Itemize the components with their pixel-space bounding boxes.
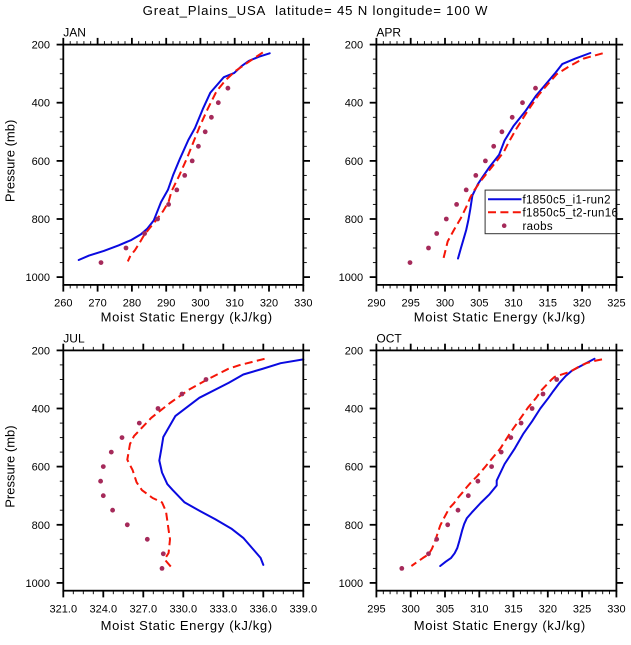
svg-text:300: 300 bbox=[402, 604, 420, 616]
svg-text:600: 600 bbox=[32, 156, 50, 168]
svg-text:Moist Static Energy (kJ/kg): Moist Static Energy (kJ/kg) bbox=[101, 309, 273, 324]
svg-text:1000: 1000 bbox=[26, 272, 50, 284]
svg-text:295: 295 bbox=[402, 298, 420, 310]
svg-text:315: 315 bbox=[539, 298, 557, 310]
svg-text:200: 200 bbox=[345, 345, 363, 357]
svg-text:400: 400 bbox=[32, 98, 50, 110]
svg-text:Moist Static Energy (kJ/kg): Moist Static Energy (kJ/kg) bbox=[101, 618, 273, 633]
svg-text:OCT: OCT bbox=[376, 332, 402, 346]
svg-text:JUL: JUL bbox=[63, 332, 85, 346]
svg-text:333.0: 333.0 bbox=[210, 604, 238, 616]
svg-text:339.0: 339.0 bbox=[290, 604, 318, 616]
svg-text:325: 325 bbox=[573, 604, 591, 616]
svg-text:800: 800 bbox=[32, 214, 50, 226]
svg-text:600: 600 bbox=[32, 462, 50, 474]
svg-text:600: 600 bbox=[345, 156, 363, 168]
svg-text:400: 400 bbox=[32, 404, 50, 416]
svg-text:800: 800 bbox=[32, 520, 50, 532]
svg-text:305: 305 bbox=[470, 298, 488, 310]
svg-text:1000: 1000 bbox=[339, 578, 363, 590]
svg-text:600: 600 bbox=[345, 462, 363, 474]
svg-text:330: 330 bbox=[294, 298, 312, 310]
svg-text:295: 295 bbox=[367, 604, 385, 616]
svg-text:310: 310 bbox=[470, 604, 488, 616]
svg-text:321.0: 321.0 bbox=[50, 604, 78, 616]
svg-text:305: 305 bbox=[436, 604, 454, 616]
svg-text:325: 325 bbox=[607, 298, 625, 310]
svg-text:Pressure (mb): Pressure (mb) bbox=[2, 425, 17, 507]
svg-text:f1850c5_i1-run2: f1850c5_i1-run2 bbox=[523, 195, 611, 207]
svg-text:400: 400 bbox=[345, 98, 363, 110]
svg-text:f1850c5_t2-run16: f1850c5_t2-run16 bbox=[523, 208, 619, 220]
svg-text:1000: 1000 bbox=[339, 272, 363, 284]
svg-text:315: 315 bbox=[504, 604, 522, 616]
svg-text:200: 200 bbox=[345, 40, 363, 52]
svg-text:336.0: 336.0 bbox=[250, 604, 278, 616]
svg-text:290: 290 bbox=[157, 298, 175, 310]
svg-text:raobs: raobs bbox=[523, 221, 554, 233]
svg-text:324.0: 324.0 bbox=[90, 604, 118, 616]
svg-text:Moist Static Energy (kJ/kg): Moist Static Energy (kJ/kg) bbox=[414, 618, 586, 633]
svg-text:300: 300 bbox=[191, 298, 209, 310]
svg-text:320: 320 bbox=[573, 298, 591, 310]
svg-text:320: 320 bbox=[539, 604, 557, 616]
svg-text:200: 200 bbox=[32, 345, 50, 357]
svg-text:1000: 1000 bbox=[26, 578, 50, 590]
svg-text:270: 270 bbox=[88, 298, 106, 310]
svg-text:310: 310 bbox=[226, 298, 244, 310]
svg-text:800: 800 bbox=[345, 520, 363, 532]
svg-text:800: 800 bbox=[345, 214, 363, 226]
svg-text:280: 280 bbox=[123, 298, 141, 310]
svg-text:Moist Static Energy (kJ/kg): Moist Static Energy (kJ/kg) bbox=[414, 309, 586, 324]
svg-text:330: 330 bbox=[607, 604, 625, 616]
svg-text:327.0: 327.0 bbox=[130, 604, 158, 616]
svg-text:400: 400 bbox=[345, 404, 363, 416]
svg-text:200: 200 bbox=[32, 40, 50, 52]
svg-text:Great_Plains_USA latitude= 45: Great_Plains_USA latitude= 45 N longitud… bbox=[143, 3, 489, 18]
svg-text:Pressure (mb): Pressure (mb) bbox=[2, 120, 17, 202]
svg-text:JAN: JAN bbox=[63, 26, 86, 40]
svg-text:300: 300 bbox=[436, 298, 454, 310]
svg-text:APR: APR bbox=[376, 26, 401, 40]
svg-text:320: 320 bbox=[260, 298, 278, 310]
svg-text:290: 290 bbox=[367, 298, 385, 310]
svg-text:260: 260 bbox=[54, 298, 72, 310]
svg-text:330.0: 330.0 bbox=[170, 604, 198, 616]
svg-text:310: 310 bbox=[504, 298, 522, 310]
